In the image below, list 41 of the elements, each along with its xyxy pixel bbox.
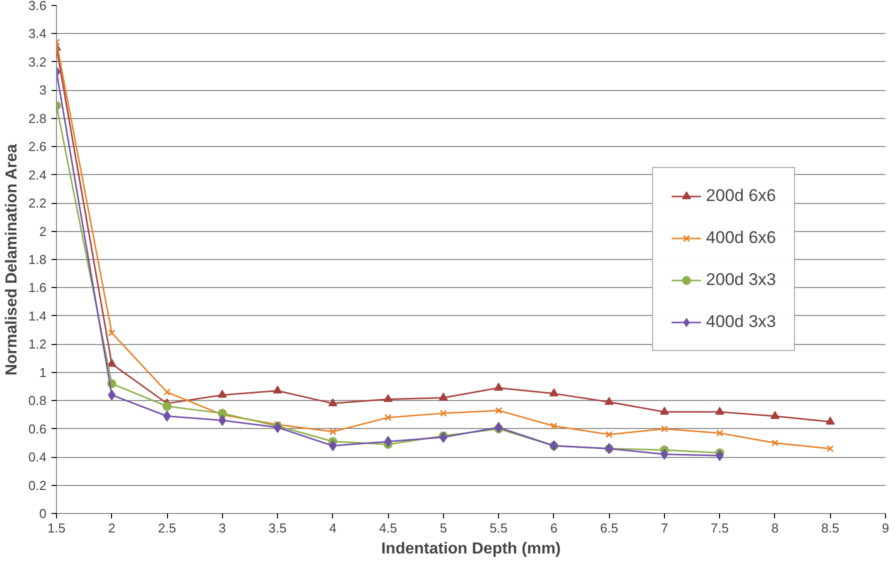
x-tick-label: 6: [550, 520, 558, 536]
x-tick-label: 2.5: [158, 520, 176, 536]
y-tick-label: 0: [39, 506, 47, 521]
y-tick-label: 1: [39, 364, 47, 380]
y-tick-label: 3.2: [28, 54, 47, 70]
x-tick-label: 6.5: [600, 520, 618, 536]
y-tick-label: 0.8: [28, 393, 47, 408]
legend-label: 400d 3x3: [706, 312, 776, 332]
x-axis-title: Indentation Depth (mm): [381, 540, 561, 558]
x-tick-label: 1.5: [47, 520, 66, 536]
y-tick-label: 2: [39, 224, 47, 239]
y-tick-label: 1.6: [28, 280, 47, 296]
x-tick-label: 5.5: [490, 520, 508, 536]
legend-label: 200d 3x3: [706, 270, 776, 290]
x-tick-label: 5: [440, 520, 447, 536]
x-tick-label: 3.5: [268, 520, 287, 536]
x-tick-label: 2: [108, 520, 116, 536]
x-tick-label: 4.5: [379, 520, 398, 536]
y-tick-label: 1.2: [28, 336, 47, 352]
y-tick-label: 3: [39, 82, 47, 98]
y-tick-label: 2.8: [28, 110, 47, 126]
y-tick-label: 3.4: [28, 26, 47, 42]
y-tick-label: 2.4: [28, 167, 47, 182]
y-tick-label: 0.6: [28, 421, 47, 436]
y-tick-label: 0.4: [28, 450, 47, 465]
x-tick-label: 8: [771, 520, 779, 536]
x-tick-label: 7: [660, 520, 668, 536]
x-tick-label: 8.5: [821, 520, 840, 536]
legend-label: 400d 6x6: [706, 228, 776, 248]
x-tick-label: 4: [329, 520, 336, 536]
y-tick-label: 0.2: [28, 478, 47, 493]
y-tick-label: 2.2: [28, 196, 47, 211]
y-tick-label: 1.8: [28, 252, 47, 267]
y-tick-label: 3.6: [28, 0, 47, 13]
y-axis-title: Normalised Delamination Area: [3, 144, 20, 376]
y-tick-label: 2.6: [28, 139, 47, 154]
x-tick-label: 9: [882, 520, 890, 536]
x-tick-label: 7.5: [710, 520, 729, 536]
legend-label: 200d 6x6: [706, 186, 776, 206]
y-tick-label: 1.4: [28, 308, 47, 324]
x-tick-label: 3: [218, 520, 226, 536]
